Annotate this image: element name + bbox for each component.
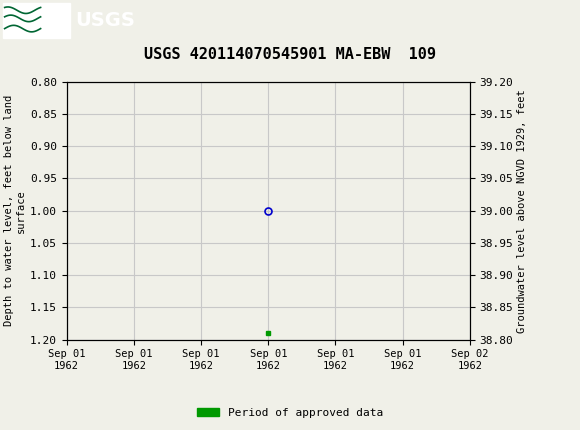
Text: USGS: USGS: [75, 11, 135, 30]
Legend: Period of approved data: Period of approved data: [193, 403, 387, 422]
Y-axis label: Depth to water level, feet below land
surface: Depth to water level, feet below land su…: [4, 95, 26, 326]
Text: USGS 420114070545901 MA-EBW  109: USGS 420114070545901 MA-EBW 109: [144, 47, 436, 62]
Y-axis label: Groundwater level above NGVD 1929, feet: Groundwater level above NGVD 1929, feet: [517, 89, 527, 332]
Bar: [3, 3, 70, 37]
